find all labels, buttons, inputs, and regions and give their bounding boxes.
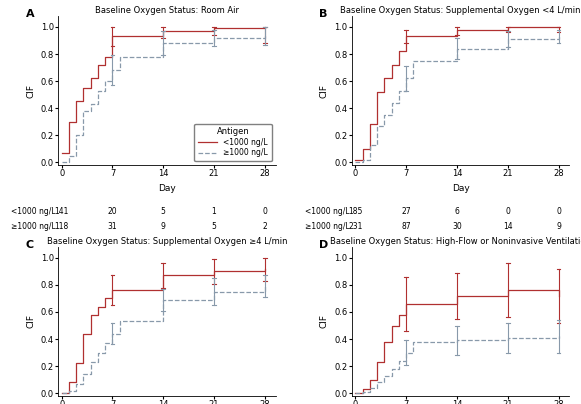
Text: 6: 6 (454, 207, 460, 216)
Text: A: A (26, 9, 34, 19)
Text: 231: 231 (348, 222, 363, 231)
Y-axis label: CIF: CIF (320, 314, 329, 328)
Text: 31: 31 (107, 222, 117, 231)
Text: 87: 87 (401, 222, 411, 231)
Text: 141: 141 (55, 207, 69, 216)
Title: Baseline Oxygen Status: Supplemental Oxygen <4 L/min: Baseline Oxygen Status: Supplemental Oxy… (340, 6, 581, 15)
Text: 2: 2 (263, 222, 267, 231)
Y-axis label: CIF: CIF (26, 84, 35, 98)
Text: ≥1000 ng/L: ≥1000 ng/L (11, 222, 56, 231)
Title: Baseline Oxygen Status: Room Air: Baseline Oxygen Status: Room Air (95, 6, 239, 15)
Text: 5: 5 (211, 222, 217, 231)
X-axis label: Day: Day (158, 184, 176, 193)
Text: 14: 14 (503, 222, 512, 231)
Text: <1000 ng/L: <1000 ng/L (305, 207, 350, 216)
Text: 9: 9 (161, 222, 166, 231)
Text: 9: 9 (556, 222, 561, 231)
Text: 5: 5 (161, 207, 166, 216)
Text: B: B (319, 9, 328, 19)
Text: 0: 0 (556, 207, 561, 216)
Text: <1000 ng/L: <1000 ng/L (11, 207, 56, 216)
Title: Baseline Oxygen Status: Supplemental Oxygen ≥4 L/min: Baseline Oxygen Status: Supplemental Oxy… (46, 237, 287, 246)
Text: D: D (319, 240, 328, 250)
Legend: <1000 ng/L, ≥1000 ng/L: <1000 ng/L, ≥1000 ng/L (194, 124, 272, 161)
Text: 27: 27 (401, 207, 411, 216)
Text: C: C (26, 240, 34, 250)
Title: Baseline Oxygen Status: High-Flow or Noninvasive Ventilation: Baseline Oxygen Status: High-Flow or Non… (330, 237, 581, 246)
Text: 20: 20 (107, 207, 117, 216)
Text: 30: 30 (452, 222, 462, 231)
Text: ≥1000 ng/L: ≥1000 ng/L (305, 222, 350, 231)
Text: 0: 0 (505, 207, 510, 216)
X-axis label: Day: Day (451, 184, 469, 193)
Text: 118: 118 (55, 222, 69, 231)
Text: 185: 185 (348, 207, 363, 216)
Y-axis label: CIF: CIF (320, 84, 329, 98)
Text: 0: 0 (263, 207, 267, 216)
Text: 1: 1 (211, 207, 216, 216)
Y-axis label: CIF: CIF (26, 314, 35, 328)
